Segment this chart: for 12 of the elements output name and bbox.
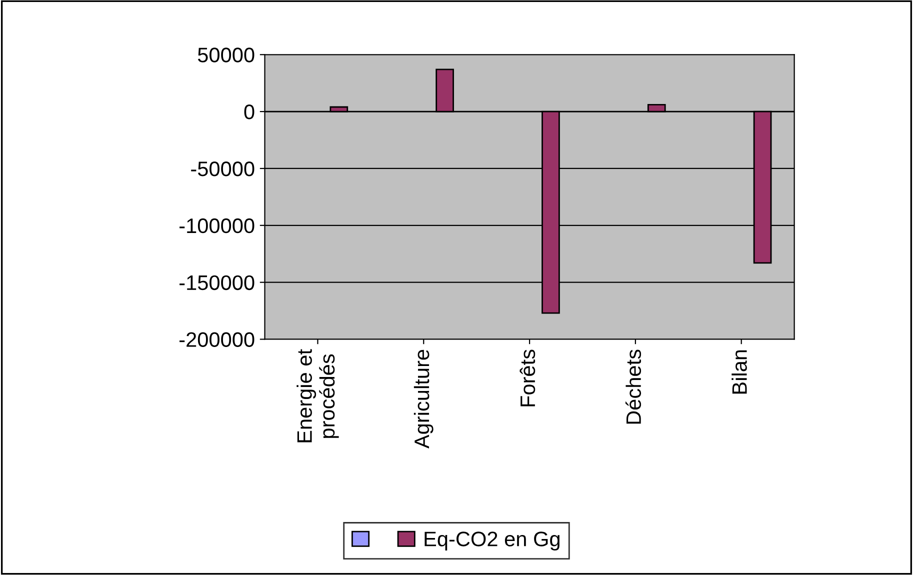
y-tick-label: -100000 [180,218,254,234]
y-tick-label: -150000 [180,275,254,290]
x-tick-label: Bilan [732,350,747,394]
x-tick-label: Déchets [625,350,642,424]
x-tick-label: Energie et procédés [296,349,339,442]
y-tick-label: 0 [244,104,254,120]
x-tick-label: Agriculture [414,350,434,449]
x-tick-label: Forêts [520,350,536,406]
legend-label: Eq-CO2 en Gg [424,532,560,550]
y-tick-label: -200000 [180,332,254,348]
y-tick-label: -50000 [191,161,254,176]
y-tick-label: 50000 [198,48,254,62]
